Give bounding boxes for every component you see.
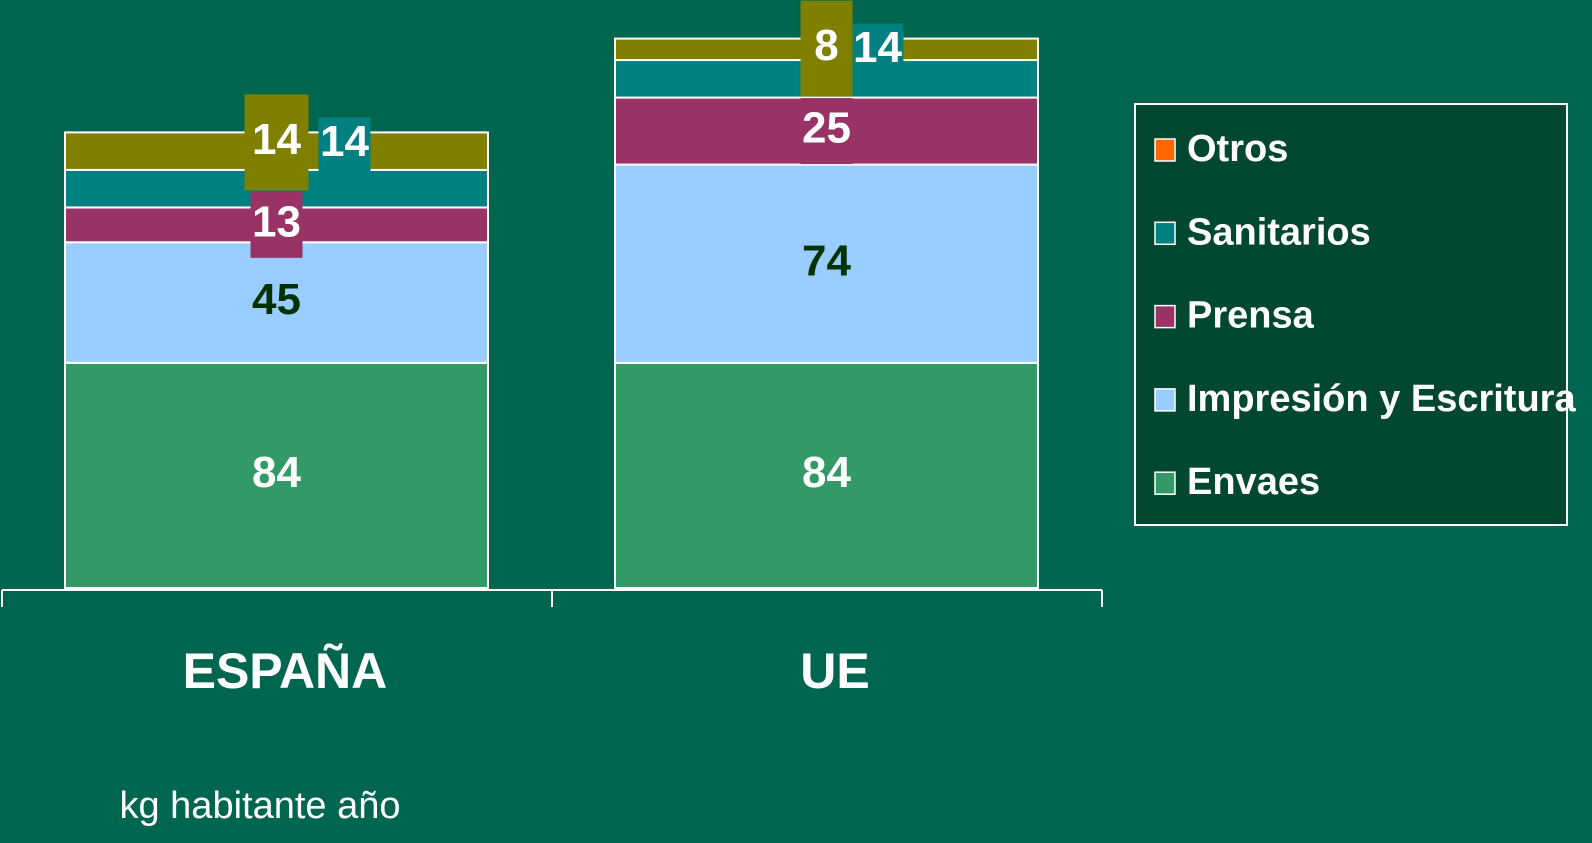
x-tick-label: UE	[800, 643, 869, 699]
bar-segment	[64, 241, 489, 364]
data-label-box	[250, 191, 303, 258]
data-label: 84	[252, 448, 301, 497]
data-label: 74	[802, 236, 851, 285]
legend-label: Envaes	[1187, 461, 1320, 503]
legend-label: Prensa	[1187, 295, 1315, 337]
data-label: 14	[252, 115, 301, 164]
data-label: 8	[814, 21, 838, 70]
x-tick-label: ESPAÑA	[183, 643, 388, 699]
legend-label: Otros	[1187, 128, 1288, 170]
legend-swatch	[1154, 221, 1176, 246]
data-label-box	[851, 23, 904, 78]
data-label: 14	[853, 23, 902, 72]
subtitle: kg habitante año	[119, 785, 400, 827]
data-label-box	[800, 98, 853, 165]
data-label-box	[244, 94, 309, 191]
data-label: 14	[320, 117, 369, 166]
data-label-box	[800, 0, 853, 97]
legend-label: Sanitarios	[1187, 211, 1371, 253]
data-label: 13	[252, 197, 301, 246]
bar-segment	[614, 361, 1039, 589]
data-label: 45	[252, 275, 301, 324]
data-label: 25	[802, 104, 851, 153]
legend-swatch	[1154, 471, 1176, 495]
bar-segment	[614, 163, 1039, 364]
legend-label: Impresión y Escritura	[1187, 378, 1576, 420]
data-label: 84	[802, 448, 851, 497]
legend-box	[1134, 103, 1568, 526]
bar-segment	[64, 361, 489, 589]
legend-swatch	[1154, 388, 1176, 412]
legend-swatch	[1154, 138, 1176, 162]
legend-swatch	[1154, 304, 1176, 329]
data-label-box	[318, 117, 371, 172]
